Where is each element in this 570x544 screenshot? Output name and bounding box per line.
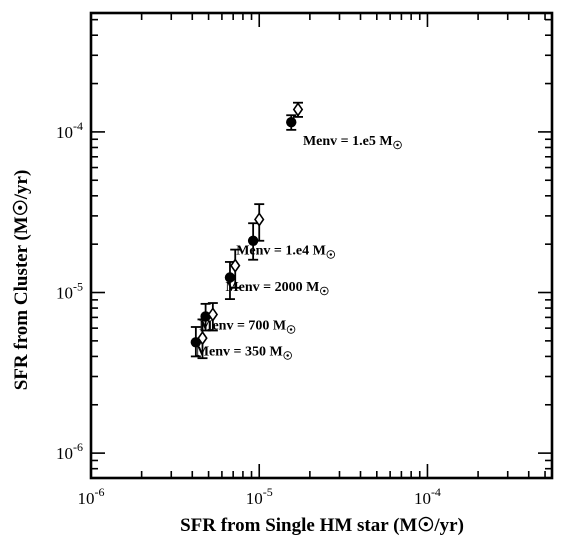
menv-annotation: Menv = 700 M☉ [199, 318, 296, 336]
menv-annotation: Menv = 1.e5 M☉ [303, 134, 403, 152]
data-point-circle [247, 235, 259, 246]
plot-frame [89, 11, 554, 480]
y-tick-label: 10-6 [56, 440, 83, 463]
data-point-circle [286, 116, 297, 128]
y-tick-label: 10-5 [56, 280, 83, 303]
x-tick-label: 10-5 [246, 485, 273, 508]
x-axis-label: SFR from Single HM star (M☉/yr) [180, 515, 464, 536]
menv-annotation: Menv = 2000 M☉ [225, 280, 329, 298]
y-tick-label: 10-4 [56, 119, 83, 142]
menv-annotation: Menv = 1.e4 M☉ [236, 244, 336, 262]
data-point-diamond [197, 330, 208, 346]
y-axis-label: SFR from Cluster (M☉/yr) [11, 170, 32, 391]
x-tick-label: 10-6 [78, 485, 105, 508]
data-point-diamond [207, 307, 219, 322]
x-tick-label: 10-4 [414, 485, 441, 508]
menv-annotation: Menv = 350 M☉ [196, 345, 293, 363]
data-point-diamond [254, 212, 265, 227]
data-point-diamond [292, 102, 304, 117]
data-point-circle [224, 272, 236, 283]
data-point-diamond [230, 258, 241, 274]
